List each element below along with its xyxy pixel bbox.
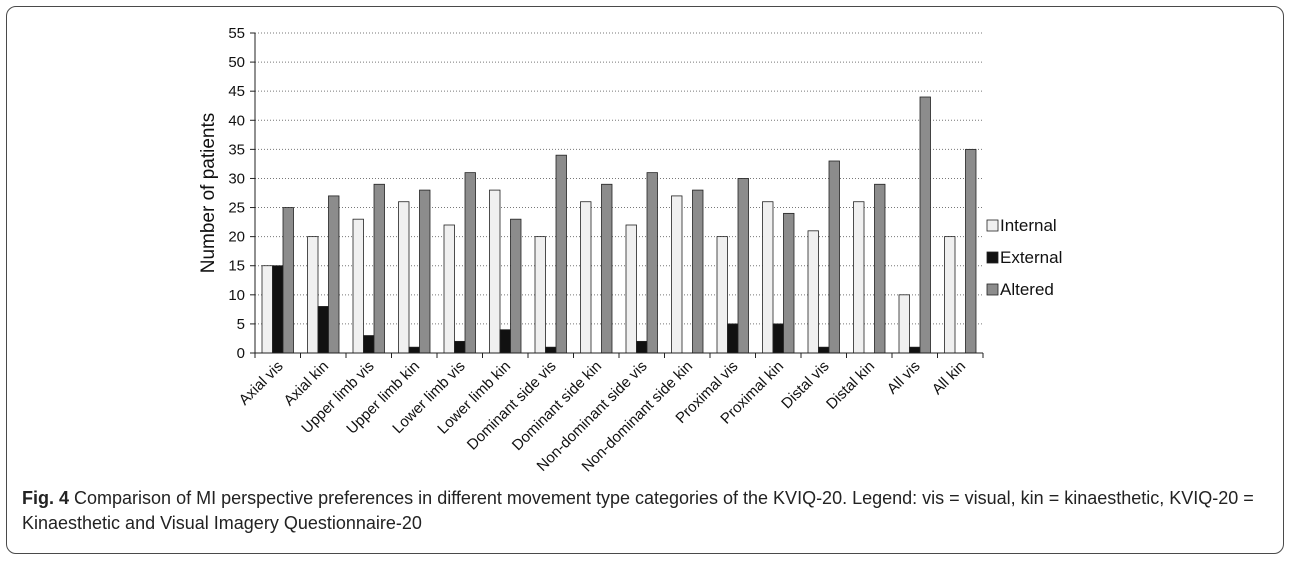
bar-external xyxy=(545,346,557,354)
bar-altered xyxy=(737,178,749,354)
legend-swatch-internal xyxy=(986,219,999,232)
y-tick-label: 5 xyxy=(237,316,245,333)
bar-internal xyxy=(489,189,501,354)
bar-external xyxy=(499,329,511,354)
y-tick-label: 0 xyxy=(237,345,245,362)
bar-altered xyxy=(555,154,567,354)
x-tick-label: Distal vis xyxy=(778,358,832,412)
bar-external xyxy=(772,323,784,354)
bar-internal xyxy=(944,236,956,354)
bar-external xyxy=(317,306,329,354)
bar-internal xyxy=(716,236,728,354)
bar-internal xyxy=(762,201,774,354)
legend-label-internal: Internal xyxy=(1000,216,1057,235)
bar-altered xyxy=(783,212,795,354)
bar-altered xyxy=(510,218,522,354)
y-tick-label: 40 xyxy=(228,112,245,129)
figure-label: Fig. 4 xyxy=(22,488,70,508)
bar-altered xyxy=(328,195,340,354)
x-tick-label: Distal kin xyxy=(823,358,878,413)
bar-internal xyxy=(898,294,910,354)
bar-internal xyxy=(807,230,819,354)
y-tick-label: 35 xyxy=(228,141,245,158)
bar-altered xyxy=(919,96,931,354)
bars xyxy=(261,96,977,354)
figure-caption: Fig. 4 Comparison of MI perspective pref… xyxy=(22,486,1262,536)
y-axis-title: Number of patients xyxy=(198,113,219,274)
legend-label-altered: Altered xyxy=(1000,280,1054,299)
y-tick-label: 20 xyxy=(228,229,245,246)
legend: Internal External Altered xyxy=(986,216,1062,299)
bar-internal xyxy=(625,224,637,354)
y-tick-label: 25 xyxy=(228,200,245,217)
y-tick-label: 45 xyxy=(228,83,245,100)
y-tick-labels: 0 5 10 15 20 25 30 35 40 45 50 55 xyxy=(228,25,245,362)
bar-altered xyxy=(601,183,613,354)
y-tick-label: 15 xyxy=(228,258,245,275)
bar-altered xyxy=(373,183,385,354)
bar-altered xyxy=(965,148,977,354)
bar-altered xyxy=(692,189,704,354)
bar-external xyxy=(909,346,921,354)
bar-internal xyxy=(853,201,865,354)
bar-altered xyxy=(419,189,431,354)
y-tick-label: 30 xyxy=(228,170,245,187)
bar-internal xyxy=(671,195,683,354)
x-tick-label: All vis xyxy=(884,358,924,398)
figure-caption-text: Comparison of MI perspective preferences… xyxy=(22,488,1254,533)
x-tick-label: All kin xyxy=(929,358,969,398)
bar-internal xyxy=(580,201,592,354)
bar-external xyxy=(363,335,375,354)
y-tick-label: 50 xyxy=(228,54,245,71)
bar-external xyxy=(818,346,830,354)
bar-altered xyxy=(646,172,658,354)
bar-external xyxy=(272,265,284,354)
bar-internal xyxy=(352,218,364,354)
bar-internal xyxy=(398,201,410,354)
bar-external xyxy=(636,340,648,354)
bar-internal xyxy=(307,236,319,354)
x-tick-label: Axial vis xyxy=(236,358,287,409)
legend-label-external: External xyxy=(1000,248,1062,267)
legend-swatch-altered xyxy=(986,283,999,296)
axes xyxy=(254,33,984,358)
bar-external xyxy=(727,323,739,354)
bar-external xyxy=(408,346,420,354)
y-tick-label: 10 xyxy=(228,287,245,304)
legend-swatch-external xyxy=(986,251,999,264)
figure-frame xyxy=(6,6,1284,554)
bar-internal xyxy=(443,224,455,354)
bar-external xyxy=(454,340,466,354)
bar-altered xyxy=(828,160,840,354)
bar-internal xyxy=(534,236,546,354)
bar-altered xyxy=(464,172,476,354)
y-tick-label: 55 xyxy=(228,25,245,42)
bar-altered xyxy=(282,207,294,354)
bar-internal xyxy=(261,265,273,354)
bar-altered xyxy=(874,183,886,354)
